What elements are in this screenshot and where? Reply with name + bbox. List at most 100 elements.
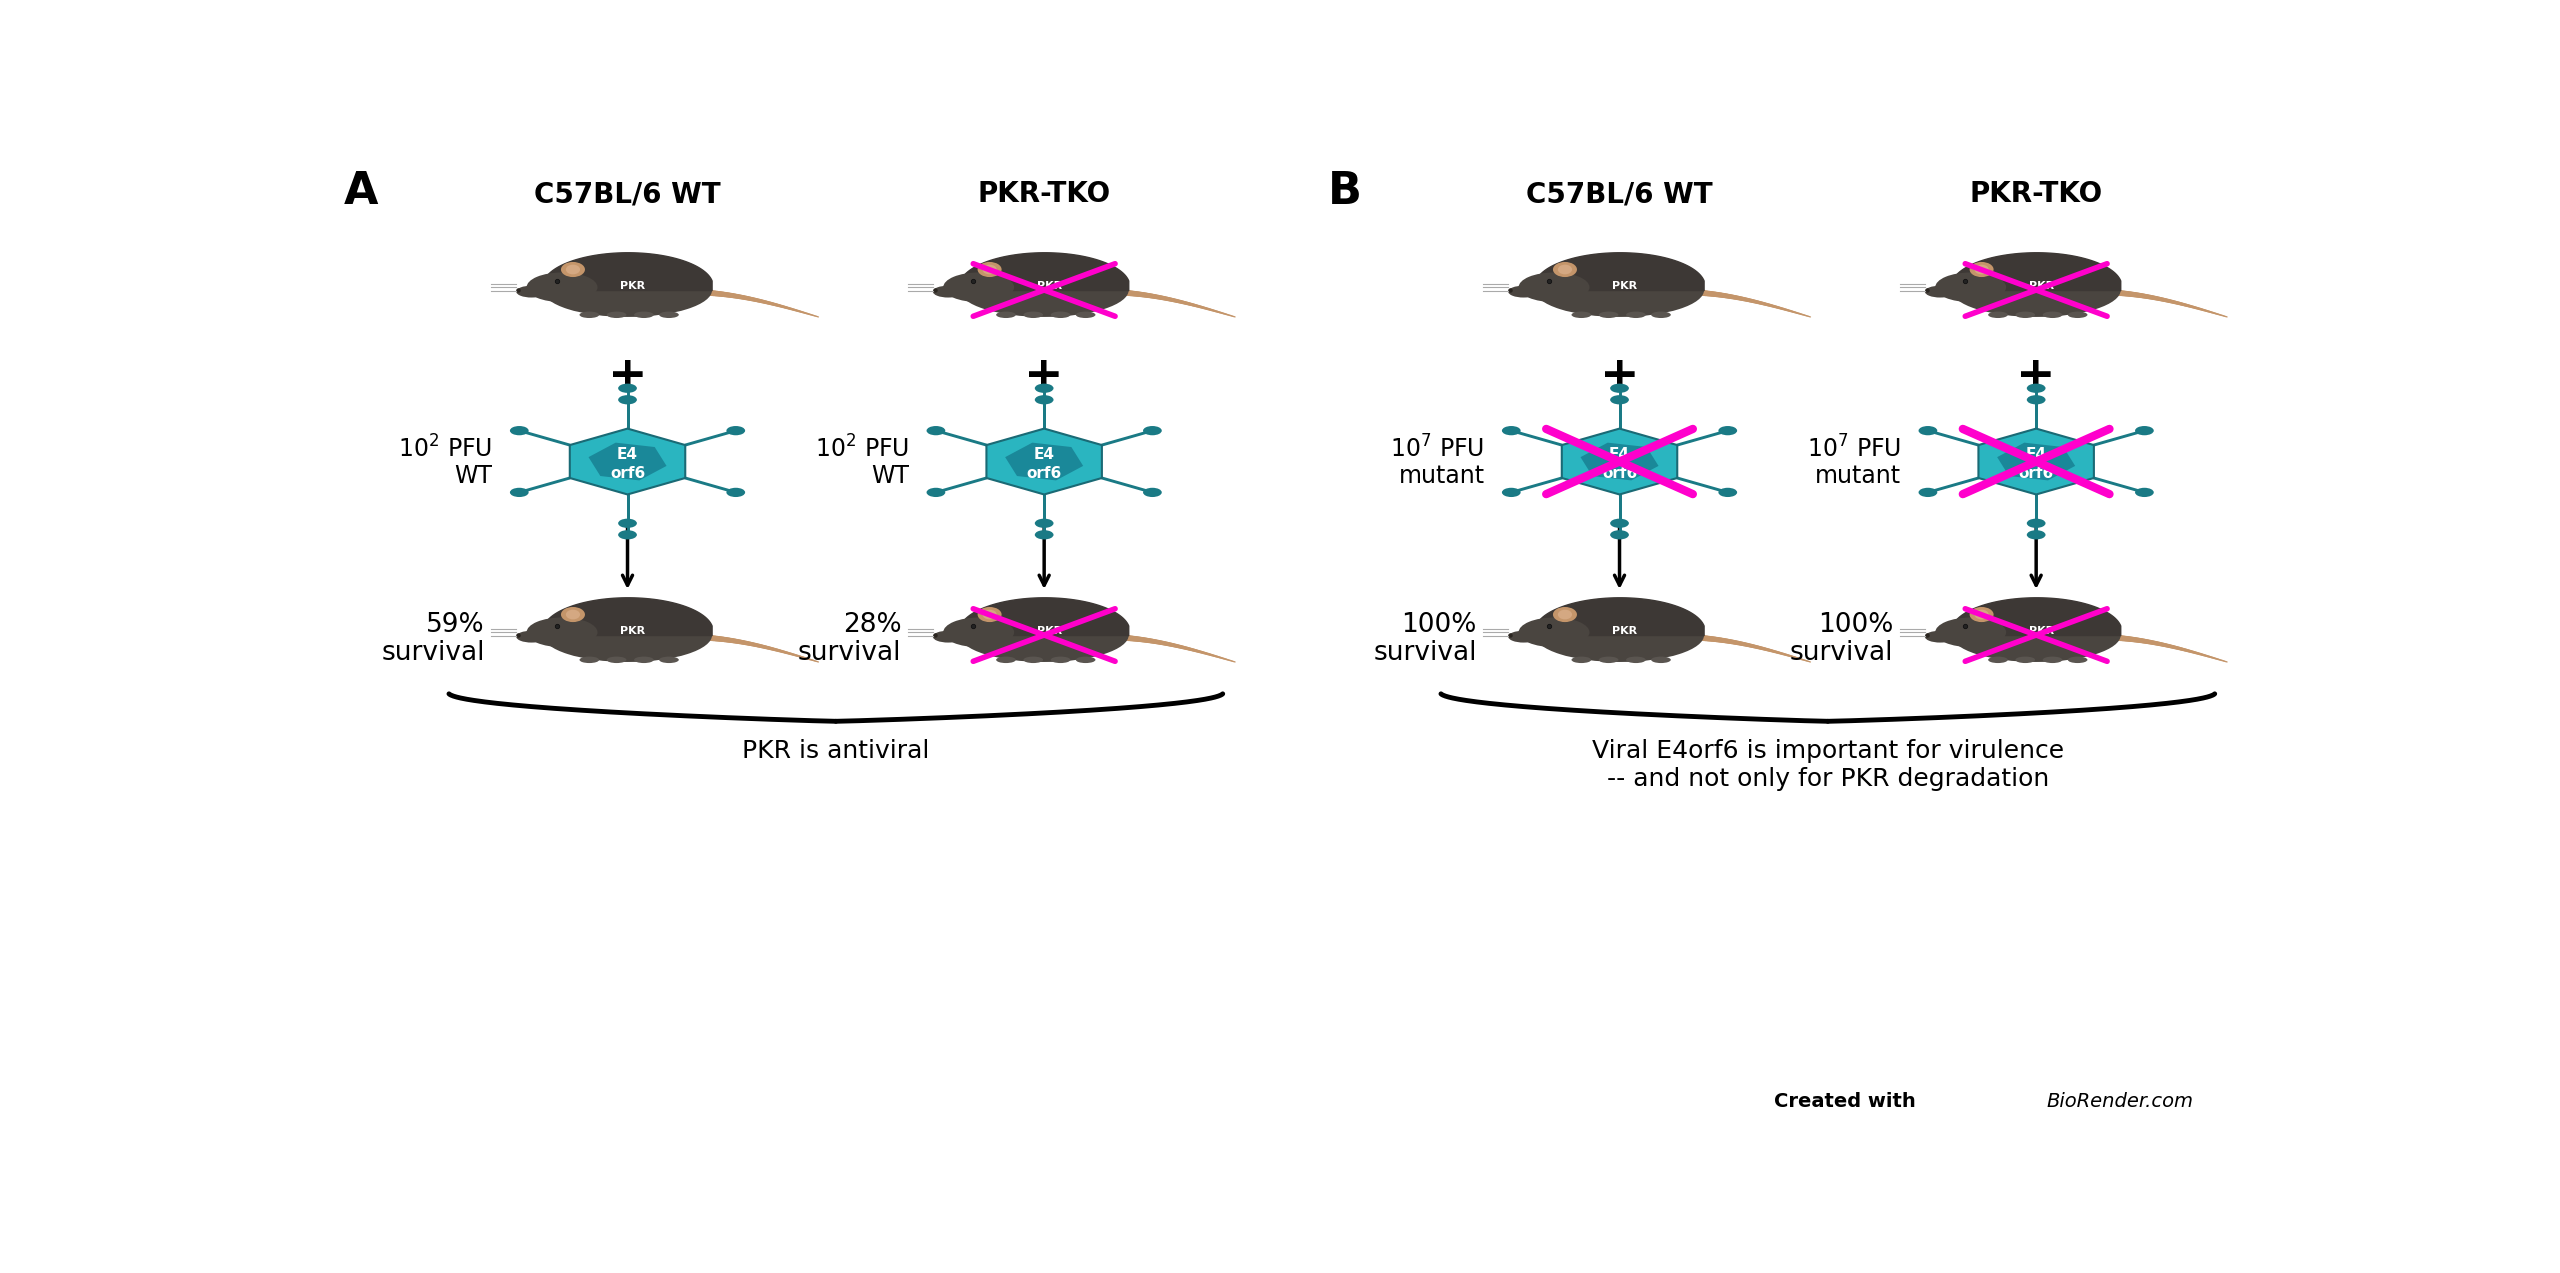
Text: PKR: PKR (1613, 280, 1638, 290)
Text: mutant: mutant (1815, 465, 1902, 489)
Circle shape (1718, 426, 1738, 435)
Text: Created with: Created with (1774, 1092, 1915, 1111)
Text: survival: survival (1372, 639, 1477, 666)
Ellipse shape (1626, 312, 1646, 318)
Text: $10^{2}$ PFU: $10^{2}$ PFU (814, 435, 909, 462)
Ellipse shape (1536, 264, 1705, 317)
Text: WT: WT (456, 465, 492, 489)
Text: E4: E4 (1610, 447, 1631, 462)
Ellipse shape (1974, 265, 1989, 275)
Ellipse shape (635, 312, 653, 318)
Polygon shape (571, 429, 686, 494)
Ellipse shape (1951, 608, 2120, 662)
Polygon shape (986, 429, 1101, 494)
Text: survival: survival (381, 639, 484, 666)
Text: PKR-TKO: PKR-TKO (978, 181, 1111, 209)
Circle shape (1034, 518, 1055, 528)
Ellipse shape (527, 272, 596, 302)
Text: orf6: orf6 (609, 466, 645, 480)
Circle shape (1142, 426, 1162, 435)
Circle shape (2028, 530, 2045, 540)
Text: WT: WT (870, 465, 909, 489)
Circle shape (1034, 395, 1055, 405)
Ellipse shape (942, 272, 1014, 302)
Ellipse shape (1075, 312, 1096, 318)
Ellipse shape (1951, 264, 2120, 317)
Circle shape (727, 426, 745, 435)
Text: C57BL/6 WT: C57BL/6 WT (535, 181, 722, 209)
Ellipse shape (579, 657, 599, 663)
Text: BioRender.com: BioRender.com (2045, 1092, 2194, 1111)
Ellipse shape (1024, 312, 1042, 318)
Text: mutant: mutant (1398, 465, 1485, 489)
Text: PKR: PKR (2030, 280, 2053, 290)
Text: E4: E4 (1034, 447, 1055, 462)
Text: survival: survival (799, 639, 901, 666)
Ellipse shape (658, 657, 678, 663)
Ellipse shape (983, 610, 996, 620)
Text: 100%: 100% (1400, 612, 1477, 638)
Ellipse shape (1925, 630, 1956, 643)
Ellipse shape (1989, 657, 2007, 663)
Text: +: + (2017, 354, 2056, 398)
Text: PKR: PKR (1037, 280, 1062, 290)
Ellipse shape (1554, 262, 1577, 278)
Ellipse shape (1935, 617, 2007, 647)
Circle shape (1503, 426, 1521, 435)
Text: PKR: PKR (620, 626, 645, 635)
Text: $10^{7}$ PFU: $10^{7}$ PFU (1390, 435, 1485, 462)
Circle shape (1034, 383, 1055, 393)
Circle shape (1917, 488, 1938, 496)
Ellipse shape (1989, 312, 2007, 318)
Ellipse shape (561, 607, 586, 622)
Text: 28%: 28% (842, 612, 901, 638)
Circle shape (2135, 426, 2153, 435)
Text: PKR is antiviral: PKR is antiviral (742, 738, 929, 763)
Ellipse shape (1518, 617, 1590, 647)
Circle shape (1610, 383, 1628, 393)
Ellipse shape (2068, 312, 2086, 318)
Circle shape (1034, 530, 1055, 540)
Circle shape (727, 488, 745, 496)
Circle shape (509, 488, 530, 496)
Ellipse shape (527, 617, 596, 647)
Text: E4: E4 (2025, 447, 2045, 462)
Ellipse shape (1651, 312, 1672, 318)
Ellipse shape (1075, 657, 1096, 663)
Text: orf6: orf6 (1027, 466, 1062, 480)
Ellipse shape (517, 285, 548, 298)
Ellipse shape (561, 262, 586, 278)
Ellipse shape (2015, 657, 2035, 663)
Polygon shape (1562, 429, 1677, 494)
Ellipse shape (2015, 312, 2035, 318)
Circle shape (617, 395, 637, 405)
Circle shape (2028, 395, 2045, 405)
Text: $10^{7}$ PFU: $10^{7}$ PFU (1807, 435, 1902, 462)
Circle shape (2135, 488, 2153, 496)
Text: +: + (607, 354, 648, 398)
Circle shape (1610, 395, 1628, 405)
Circle shape (1610, 530, 1628, 540)
Text: survival: survival (1789, 639, 1894, 666)
Ellipse shape (1651, 657, 1672, 663)
Text: PKR-TKO: PKR-TKO (1969, 181, 2102, 209)
Ellipse shape (2043, 312, 2063, 318)
Ellipse shape (1626, 657, 1646, 663)
Ellipse shape (996, 312, 1016, 318)
Circle shape (927, 488, 945, 496)
Circle shape (509, 426, 530, 435)
Ellipse shape (1969, 607, 1994, 622)
Circle shape (617, 518, 637, 528)
Ellipse shape (658, 312, 678, 318)
Ellipse shape (1508, 630, 1539, 643)
Circle shape (1142, 488, 1162, 496)
Circle shape (927, 426, 945, 435)
Ellipse shape (932, 285, 963, 298)
Polygon shape (1979, 429, 2094, 494)
Ellipse shape (978, 607, 1001, 622)
Circle shape (1718, 488, 1738, 496)
Ellipse shape (1572, 657, 1592, 663)
Ellipse shape (2068, 657, 2086, 663)
Text: +: + (1024, 354, 1065, 398)
Text: B: B (1329, 171, 1362, 214)
